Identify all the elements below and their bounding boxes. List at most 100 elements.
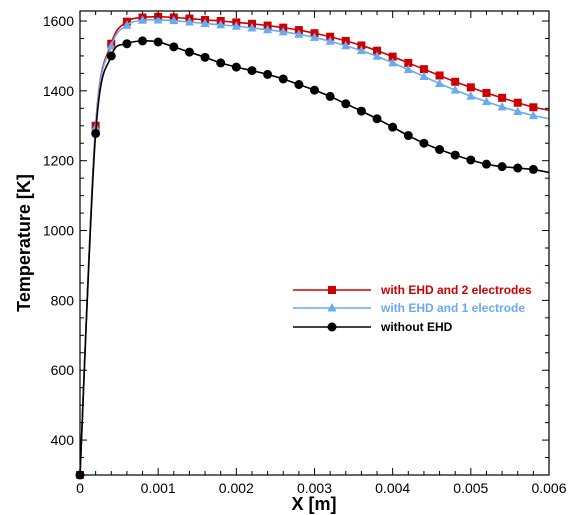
data-point (435, 78, 445, 88)
data-point (373, 46, 382, 55)
legend-marker (327, 303, 337, 312)
x-tick-label: 0.006 (531, 480, 566, 496)
data-point (216, 19, 226, 29)
x-tick-label: 0.004 (375, 480, 410, 496)
data-point (153, 14, 163, 24)
data-point (404, 58, 413, 67)
data-point (419, 138, 429, 148)
y-axis-label: Temperature [K] (14, 174, 34, 312)
data-point (138, 36, 148, 46)
data-point (231, 62, 241, 72)
data-point (200, 52, 210, 62)
data-point (466, 155, 476, 165)
y-tick-label: 1000 (43, 223, 74, 239)
data-point (184, 47, 194, 57)
data-point (122, 20, 132, 29)
data-point (388, 52, 397, 61)
legend-label: with EHD and 2 electrodes (380, 283, 532, 297)
data-point (435, 71, 444, 80)
legend-item-2: without EHD (293, 320, 453, 334)
data-point (91, 128, 101, 138)
data-point (200, 18, 210, 27)
legend-item-1: with EHD and 1 electrode (293, 301, 525, 315)
data-point (388, 57, 398, 67)
y-tick-label: 1600 (43, 13, 74, 29)
data-point (481, 159, 491, 169)
data-point (450, 150, 460, 160)
legend-label: without EHD (380, 320, 453, 334)
series-2 (75, 36, 550, 480)
data-point (403, 64, 413, 74)
tick-layer: 0 0.001 0.002 0.003 0.004 0.005 0.006 400 600 800… (43, 11, 567, 496)
data-point (435, 145, 445, 155)
x-axis-label: X [m] (292, 494, 337, 514)
data-point (247, 66, 257, 76)
data-point (481, 96, 491, 106)
data-point (263, 24, 273, 34)
series-line (79, 16, 550, 476)
data-point (356, 106, 366, 116)
y-tick-label: 600 (51, 362, 75, 378)
series-layer (75, 12, 550, 480)
data-point (278, 26, 288, 36)
y-tick-label: 800 (51, 292, 75, 308)
data-point (498, 93, 507, 102)
data-point (482, 88, 491, 97)
data-point (497, 162, 507, 172)
data-point (310, 32, 319, 41)
plot-frame (79, 10, 550, 476)
series-1 (75, 14, 550, 479)
data-point (325, 91, 335, 101)
data-point (513, 98, 522, 107)
data-point (466, 83, 475, 92)
data-point (310, 85, 319, 95)
data-point (247, 22, 257, 32)
data-point (294, 29, 304, 38)
data-point (341, 99, 351, 109)
data-point (153, 37, 163, 47)
data-point (184, 17, 194, 26)
series-line (79, 40, 550, 476)
data-point (169, 42, 179, 52)
data-point (497, 101, 507, 111)
data-point (419, 71, 429, 81)
data-point (513, 163, 523, 173)
data-point (106, 41, 116, 50)
legend-item-0: with EHD and 2 electrodes (293, 283, 532, 297)
x-tick-label: 0.005 (453, 480, 488, 496)
data-point (122, 39, 132, 49)
data-point (341, 40, 351, 50)
data-point (450, 85, 460, 94)
data-point (466, 91, 476, 100)
data-point (294, 80, 304, 90)
x-tick-label: 0 (76, 480, 84, 496)
y-tick-label: 400 (51, 432, 75, 448)
data-point (278, 74, 288, 84)
data-point (106, 51, 116, 61)
data-point (513, 106, 523, 115)
x-tick-label: 0.003 (297, 480, 332, 496)
data-point (263, 69, 273, 79)
data-point (169, 15, 179, 25)
data-point (325, 36, 335, 45)
data-point (528, 110, 538, 120)
data-point (357, 41, 366, 50)
data-point (419, 65, 428, 74)
y-tick-label: 1200 (43, 153, 74, 169)
data-point (372, 114, 382, 124)
x-tick-label: 0.001 (141, 480, 176, 496)
data-point (529, 103, 538, 112)
data-point (388, 122, 398, 132)
data-point (372, 51, 382, 60)
data-point (356, 45, 366, 55)
data-point (403, 131, 413, 141)
legend-marker (327, 322, 337, 332)
legend: with EHD and 2 electrodes with EHD and 1 … (293, 283, 532, 334)
data-point (231, 21, 241, 30)
data-point (138, 15, 148, 24)
data-point (528, 164, 538, 174)
legend-label: with EHD and 1 electrode (380, 301, 525, 315)
x-tick-label: 0.002 (219, 480, 254, 496)
legend-marker (328, 286, 336, 294)
